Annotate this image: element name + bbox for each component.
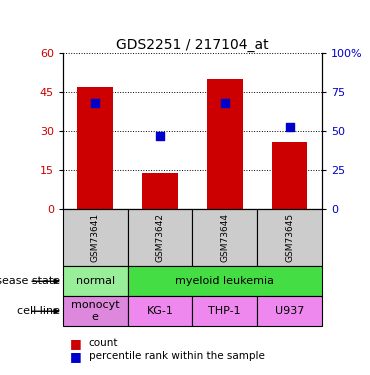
Bar bbox=[192, 209, 257, 266]
Point bbox=[222, 100, 228, 106]
Text: count: count bbox=[89, 338, 118, 348]
Point bbox=[157, 133, 163, 139]
Point bbox=[92, 100, 98, 106]
Text: ■: ■ bbox=[70, 350, 82, 363]
Bar bbox=[63, 209, 128, 266]
Bar bbox=[272, 142, 307, 209]
Text: normal: normal bbox=[76, 276, 115, 286]
Bar bbox=[257, 209, 322, 266]
Bar bbox=[257, 296, 322, 326]
Bar bbox=[63, 296, 128, 326]
Bar bbox=[77, 87, 113, 209]
Text: GSM73641: GSM73641 bbox=[91, 213, 100, 262]
Bar bbox=[128, 266, 322, 296]
Text: percentile rank within the sample: percentile rank within the sample bbox=[89, 351, 265, 361]
Title: GDS2251 / 217104_at: GDS2251 / 217104_at bbox=[116, 38, 269, 52]
Bar bbox=[192, 296, 257, 326]
Text: ■: ■ bbox=[70, 337, 82, 350]
Text: GSM73642: GSM73642 bbox=[155, 213, 165, 262]
Point bbox=[286, 124, 292, 130]
Text: monocyt
e: monocyt e bbox=[71, 300, 120, 322]
Bar bbox=[128, 209, 192, 266]
Text: GSM73645: GSM73645 bbox=[285, 213, 294, 262]
Bar bbox=[128, 296, 192, 326]
Text: KG-1: KG-1 bbox=[147, 306, 174, 316]
Bar bbox=[142, 173, 178, 209]
Bar bbox=[207, 79, 243, 209]
Bar bbox=[63, 266, 128, 296]
Text: GSM73644: GSM73644 bbox=[220, 213, 229, 262]
Text: THP-1: THP-1 bbox=[208, 306, 241, 316]
Text: cell line: cell line bbox=[17, 306, 60, 316]
Text: U937: U937 bbox=[275, 306, 304, 316]
Text: myeloid leukemia: myeloid leukemia bbox=[175, 276, 274, 286]
Text: disease state: disease state bbox=[0, 276, 60, 286]
